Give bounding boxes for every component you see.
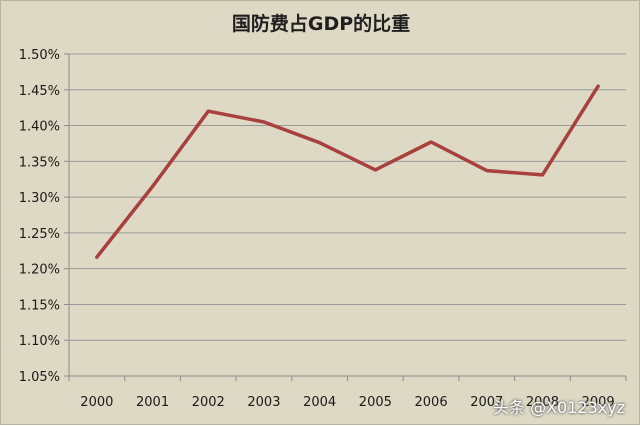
x-tick-label: 2000	[80, 395, 113, 410]
y-tick-label: 1.25%	[19, 227, 60, 242]
watermark: 头条 @X0123xyz	[493, 394, 625, 418]
x-tick-label: 2004	[303, 395, 336, 410]
x-tick-label: 2002	[192, 395, 225, 410]
x-tick-label: 2005	[359, 395, 392, 410]
y-tick-label: 1.45%	[19, 84, 60, 99]
y-tick-label: 1.40%	[19, 120, 60, 135]
x-tick-label: 2003	[247, 395, 280, 410]
x-tick-label: 2001	[136, 395, 169, 410]
y-tick-label: 1.30%	[19, 191, 60, 206]
x-tick-label: 2006	[415, 395, 448, 410]
y-tick-label: 1.20%	[19, 263, 60, 278]
y-tick-label: 1.35%	[19, 155, 60, 170]
y-tick-label: 1.05%	[19, 370, 60, 385]
y-tick-label: 1.50%	[19, 48, 60, 63]
y-tick-label: 1.15%	[19, 298, 60, 313]
series-line	[97, 86, 598, 257]
y-tick-label: 1.10%	[19, 334, 60, 349]
